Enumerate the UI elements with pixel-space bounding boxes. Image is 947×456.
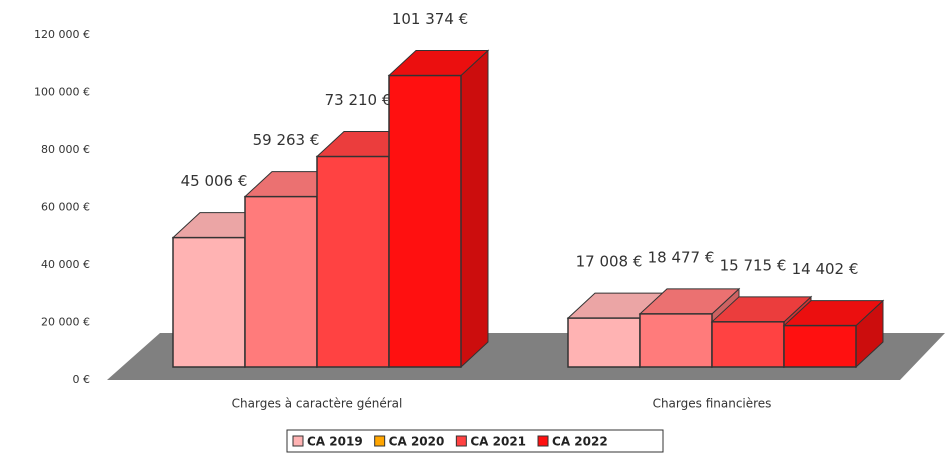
value-label: 45 006 € [181,172,248,190]
value-label: 59 263 € [253,131,320,149]
value-label: 14 402 € [792,260,859,278]
bar [567,317,641,368]
legend-swatch [455,435,467,447]
bar [316,155,390,368]
legend-label: CA 2021 [470,435,526,449]
y-tick-label: 80 000 € [41,143,90,156]
bar [639,313,713,368]
bar [172,236,246,368]
value-label: 17 008 € [576,253,643,271]
value-label: 73 210 € [325,91,392,109]
value-label: 15 715 € [720,256,787,274]
y-tick-label: 0 € [73,373,91,386]
bar [783,324,857,368]
value-label: 101 374 € [392,10,468,28]
x-tick-label: Charges à caractère général [232,397,403,411]
legend-label: CA 2019 [307,435,363,449]
y-tick-label: 20 000 € [41,316,90,329]
x-tick-label: Charges financières [653,397,772,411]
bar [244,195,318,368]
legend-label: CA 2022 [552,435,608,449]
y-tick-label: 100 000 € [34,86,90,99]
y-tick-label: 40 000 € [41,258,90,271]
legend-swatch [537,435,549,447]
y-tick-label: 60 000 € [41,201,90,214]
legend-swatch [292,435,304,447]
value-label: 18 477 € [648,248,715,266]
y-tick-label: 120 000 € [34,28,90,41]
bar [388,74,462,368]
bar [711,321,785,368]
bar-side [460,49,489,369]
legend-label: CA 2020 [389,435,445,449]
legend-swatch [374,435,386,447]
